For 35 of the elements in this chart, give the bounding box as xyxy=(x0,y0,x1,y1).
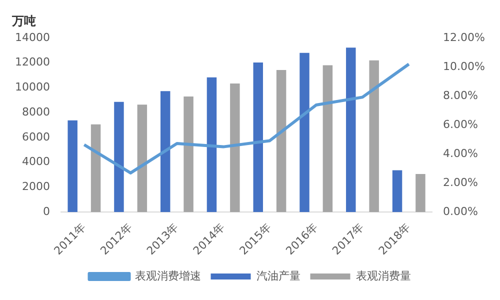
legend-label: 表观消费量 xyxy=(356,269,411,282)
y-tick-label: 4000 xyxy=(22,155,50,168)
y-tick-label: 8000 xyxy=(22,105,50,118)
y2-tick-label: 12.00% xyxy=(443,30,486,44)
bar xyxy=(369,60,379,212)
y-tick-label: 0 xyxy=(42,204,50,218)
bar xyxy=(90,124,101,212)
bar xyxy=(114,102,124,212)
y-tick-label: 6000 xyxy=(22,130,50,144)
y2-tick-label: 4.00% xyxy=(443,146,478,160)
y2-tick-label: 8.00% xyxy=(443,88,478,102)
bar xyxy=(416,174,426,212)
legend-label: 汽油产量 xyxy=(256,269,300,282)
y-axis-title: 万吨 xyxy=(11,14,36,28)
bar xyxy=(300,52,310,212)
y2-tick-label: 10.00% xyxy=(443,60,486,73)
bar xyxy=(253,62,263,212)
legend-label: 表观消费增速 xyxy=(134,269,201,282)
bar xyxy=(206,77,217,212)
bar xyxy=(184,96,194,212)
y-tick-label: 14000 xyxy=(14,30,50,44)
y-tick-label: 10000 xyxy=(14,80,50,94)
bar xyxy=(322,65,333,212)
y-tick-label: 2000 xyxy=(22,180,50,194)
bar xyxy=(137,104,148,212)
bar xyxy=(230,84,240,212)
y-tick-label: 12000 xyxy=(14,56,50,69)
y2-tick-label: 6.00% xyxy=(443,118,478,131)
y2-tick-label: 0.00% xyxy=(443,204,478,218)
bar xyxy=(276,70,286,212)
bar xyxy=(392,170,402,212)
bar xyxy=(346,48,356,212)
bar xyxy=(160,91,170,212)
y2-tick-label: 2.00% xyxy=(443,176,478,189)
bar xyxy=(68,120,78,212)
